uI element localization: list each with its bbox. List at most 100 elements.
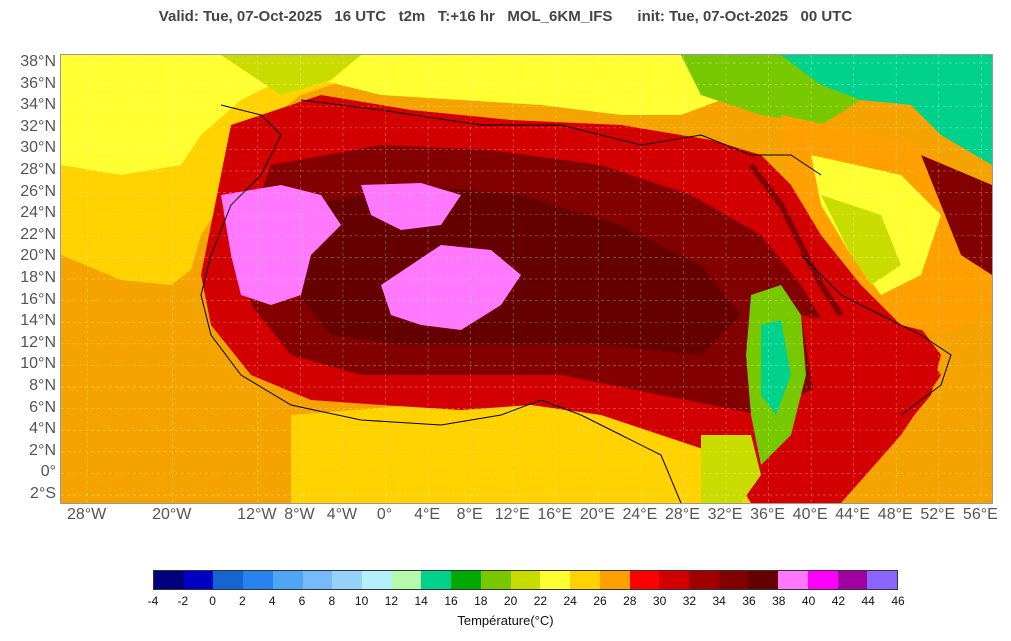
legend-color-swatch xyxy=(451,571,481,589)
legend-tick-label: 24 xyxy=(563,594,577,608)
legend-color-swatch xyxy=(362,571,392,589)
red-sea xyxy=(748,163,844,317)
temperature-map xyxy=(60,54,993,504)
africa-coastline xyxy=(200,104,682,503)
legend-color-swatch xyxy=(183,571,214,589)
longitude-label: 12°W xyxy=(237,506,277,523)
legend-tick-label: 18 xyxy=(474,594,488,608)
latitude-label: 16°N xyxy=(20,290,56,308)
legend-tick-label: 46 xyxy=(891,594,905,608)
legend-color-swatch xyxy=(154,571,184,589)
legend-color-swatch xyxy=(272,571,303,589)
legend-color-swatch xyxy=(243,571,273,589)
legend-tick-label: 22 xyxy=(533,594,548,608)
longitude-label: 12°E xyxy=(494,506,530,523)
map-title: Valid: Tue, 07-Oct-2025 16 UTC t2m T:+16… xyxy=(158,8,853,25)
longitude-label: 40°E xyxy=(792,506,828,523)
latitude-label: 30°N xyxy=(20,139,56,157)
legend-color-swatch xyxy=(570,571,600,589)
persian-gulf-hot-region xyxy=(921,155,992,275)
legend-color-swatch xyxy=(302,571,333,589)
arabia-highlands-region xyxy=(821,195,901,285)
legend-tick-label: 14 xyxy=(414,594,428,608)
legend-tick-label: 26 xyxy=(593,594,607,608)
latitude-label: 36°N xyxy=(20,74,56,92)
longitude-label: 24°E xyxy=(622,506,658,523)
legend-tick-label: 6 xyxy=(298,594,306,608)
extreme-heat-west xyxy=(221,185,341,305)
latitude-label: 22°N xyxy=(20,225,56,243)
legend-color-swatch xyxy=(807,571,838,589)
legend-tick-label: 30 xyxy=(652,594,667,608)
longitude-label: 48°E xyxy=(877,506,913,523)
legend-color-swatch xyxy=(213,571,244,589)
longitude-label: 16°E xyxy=(537,506,573,523)
arabia-coastline xyxy=(800,254,952,416)
longitude-label: 56°E xyxy=(962,506,998,523)
latitude-label: 2°S xyxy=(30,485,56,502)
legend-color-swatch xyxy=(540,571,571,589)
longitude-label: 4°E xyxy=(414,506,441,523)
latitude-label: 14°N xyxy=(20,312,56,330)
legend-tick-label: 42 xyxy=(831,594,846,608)
legend-tick-label: 2 xyxy=(239,594,246,608)
longitude-label: 44°E xyxy=(835,506,871,523)
longitude-label: 28°E xyxy=(665,506,700,523)
latitude-label: 32°N xyxy=(20,117,56,135)
legend-tick-label: 32 xyxy=(682,594,697,608)
extreme-heat-algeria xyxy=(361,183,461,230)
legend-color-swatch xyxy=(867,571,897,589)
latitude-label: 12°N xyxy=(20,333,56,351)
latitude-label: 0° xyxy=(40,463,56,481)
legend-tick-label: 38 xyxy=(772,594,786,608)
longitude-label: 20°E xyxy=(579,506,615,523)
latitude-label: 24°N xyxy=(20,204,56,222)
latitude-label: 34°N xyxy=(20,96,56,114)
legend-tick-label: -2 xyxy=(177,594,189,608)
temperature-field xyxy=(61,55,992,503)
longitude-label: 20°W xyxy=(152,506,192,523)
latitude-label: 28°N xyxy=(20,161,56,178)
longitude-label: 28°W xyxy=(66,506,107,523)
latitude-label: 26°N xyxy=(20,182,56,200)
legend-color-swatch xyxy=(659,571,689,589)
legend-color-swatch xyxy=(748,571,779,589)
extreme-heat-niger xyxy=(381,245,521,330)
longitude-axis: 28°W 20°W 12°W 8°W 4°W 0° 4°E 8°E 12°E 16°E 20°E 24… xyxy=(60,506,998,528)
legend-color-swatch xyxy=(778,571,808,589)
legend-tick-label: 12 xyxy=(384,594,399,608)
graticule xyxy=(61,55,992,503)
legend-color-swatch xyxy=(629,571,660,589)
legend-color-swatch xyxy=(332,571,363,589)
horn-of-africa-region xyxy=(801,315,941,503)
latitude-label: 10°N xyxy=(20,355,56,373)
color-legend xyxy=(153,570,898,590)
atlantic-cool-region xyxy=(61,55,301,175)
longitude-label: 8°E xyxy=(456,506,483,523)
legend-tick-label: 34 xyxy=(712,594,726,608)
legend-tick-label: 20 xyxy=(503,594,518,608)
legend-tick-label: 0 xyxy=(209,594,216,608)
legend-tick-label: 8 xyxy=(328,594,336,608)
legend-color-swatch xyxy=(510,571,541,589)
longitude-label: 52°E xyxy=(920,506,956,523)
latitude-axis: 38°N 36°N 34°N 32°N 30°N 28°N 26°N 24°N 22°N 20°N… xyxy=(0,53,56,502)
legend-color-swatch xyxy=(837,571,868,589)
levant-region xyxy=(681,55,861,125)
north-africa-coastline xyxy=(300,99,822,176)
legend-color-swatch xyxy=(480,571,511,589)
latitude-label: 18°N xyxy=(20,269,56,286)
legend-tick-label: 16 xyxy=(444,594,458,608)
legend-color-swatch xyxy=(718,571,749,589)
latitude-label: 6°N xyxy=(29,398,56,416)
longitude-label: 0° xyxy=(376,506,393,523)
legend-color-swatch xyxy=(599,571,630,589)
east-africa-cool-region xyxy=(701,435,761,503)
longitude-label: 32°E xyxy=(707,506,743,523)
legend-tick-label: 36 xyxy=(742,594,756,608)
mediterranean-region xyxy=(291,55,761,115)
longitude-label: 4°W xyxy=(326,506,358,523)
longitude-label: 8°W xyxy=(284,506,315,523)
legend-tick-label: 4 xyxy=(268,594,276,608)
latitude-label: 38°N xyxy=(20,53,56,70)
